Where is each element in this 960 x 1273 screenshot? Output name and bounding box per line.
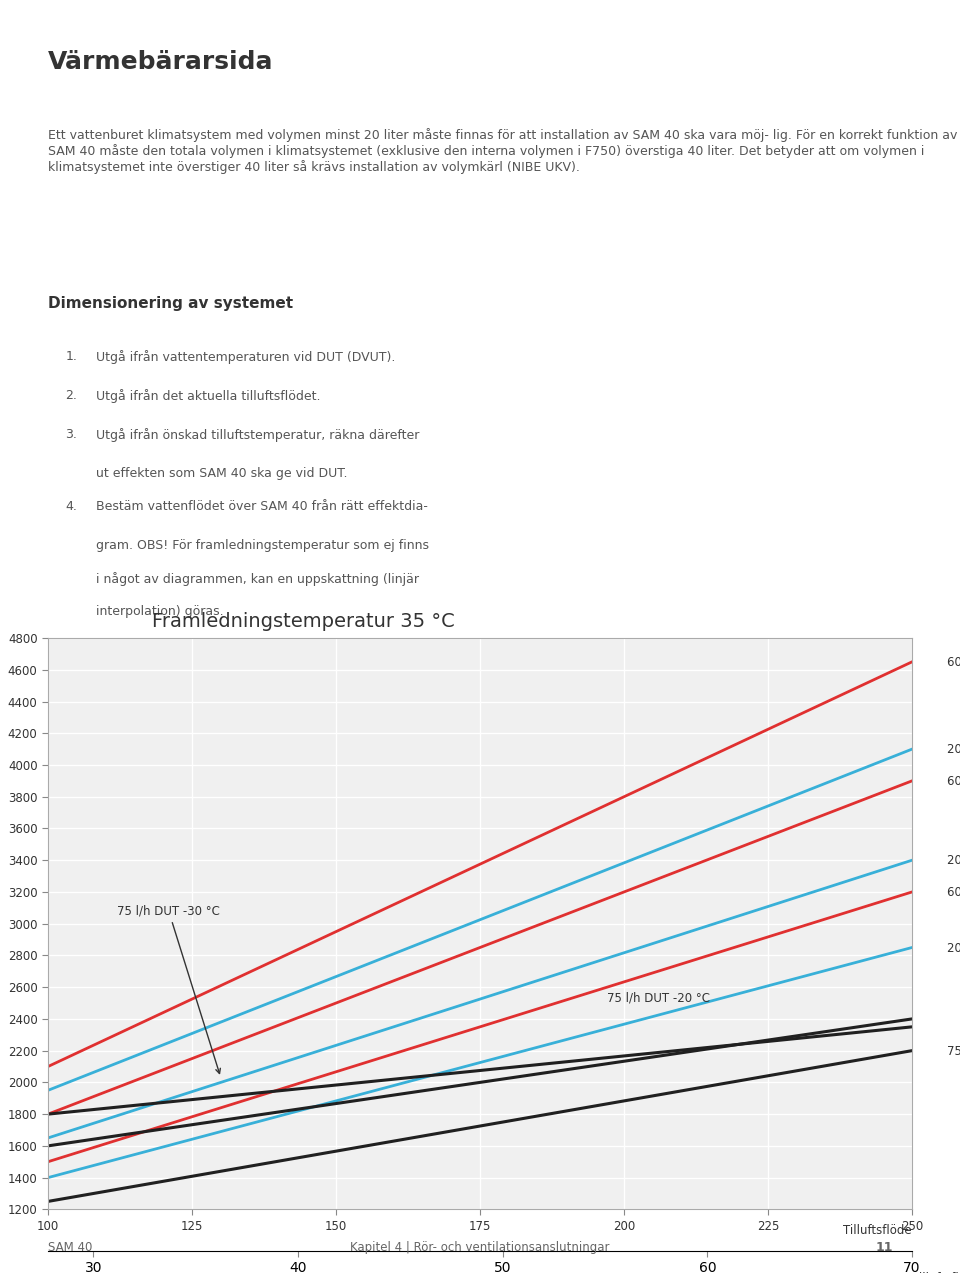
Text: Utgå ifrån vattentemperaturen vid DUT (DVUT).: Utgå ifrån vattentemperaturen vid DUT (D…: [96, 350, 395, 364]
Text: 200 l/h DUT -20 °C: 200 l/h DUT -20 °C: [947, 854, 960, 867]
Text: 75 l/h DUT -10 °C: 75 l/h DUT -10 °C: [947, 1044, 960, 1057]
Text: Värmebärarsida: Värmebärarsida: [48, 50, 274, 74]
Text: 75 l/h DUT -20 °C: 75 l/h DUT -20 °C: [607, 992, 709, 1004]
Text: Tilluftsflöde: Tilluftsflöde: [844, 1225, 912, 1237]
Text: är innanför det grå arbetsområdet.: är innanför det grå arbetsområdet.: [96, 782, 315, 796]
Text: 2.: 2.: [65, 390, 77, 402]
Text: stem 1.: stem 1.: [96, 710, 143, 723]
Text: Framledningstemperatur 35 °C: Framledningstemperatur 35 °C: [152, 612, 454, 631]
Text: 3.: 3.: [65, 428, 77, 442]
Text: 1.: 1.: [65, 350, 77, 363]
Text: 75 l/h DUT -30 °C: 75 l/h DUT -30 °C: [117, 904, 221, 1073]
Text: SAM 40: SAM 40: [48, 1241, 92, 1254]
Text: 600 l/h DUT -10 °C: 600 l/h DUT -10 °C: [947, 886, 960, 899]
Text: 6.: 6.: [65, 743, 77, 756]
Text: Effektöverföring till tilluften: Effektöverföring till tilluften: [48, 821, 291, 836]
Text: Kontrollera i tryckfallsdiagramet att arbetspunkten: Kontrollera i tryckfallsdiagramet att ar…: [96, 743, 414, 756]
Text: Ett vattenburet klimatsystem med volymen minst 20 liter måste finnas för att ins: Ett vattenburet klimatsystem med volymen…: [48, 129, 957, 174]
Text: 5.: 5.: [65, 638, 77, 651]
Text: 4.: 4.: [65, 500, 77, 513]
Text: 600 l/h DUT -30 °C: 600 l/h DUT -30 °C: [947, 656, 960, 668]
Text: ekterade flödet) i det vattenburna systemet, klimatsy-: ekterade flödet) i det vattenburna syste…: [96, 677, 437, 690]
Text: Dimensionering av systemet: Dimensionering av systemet: [48, 297, 293, 311]
Text: Bestäm vattenflödet över SAM 40 från rätt effektdia-: Bestäm vattenflödet över SAM 40 från rät…: [96, 500, 427, 513]
Text: Utgå ifrån önskad tilluftstemperatur, räkna därefter: Utgå ifrån önskad tilluftstemperatur, rä…: [96, 428, 419, 442]
Text: 200 l/h DUT -10 °C: 200 l/h DUT -10 °C: [947, 941, 960, 953]
Text: gram. OBS! För framledningstemperatur som ej finns: gram. OBS! För framledningstemperatur so…: [96, 538, 428, 552]
Text: Utgå ifrån det aktuella tilluftsflödet.: Utgå ifrån det aktuella tilluftsflödet.: [96, 390, 320, 404]
Text: 11: 11: [876, 1241, 893, 1254]
Text: Utgå ifrån det projekterade tryckfallet (vid det proj-: Utgå ifrån det projekterade tryckfallet …: [96, 638, 419, 652]
Text: 600 l/h DUT -20 °C: 600 l/h DUT -20 °C: [947, 774, 960, 788]
Text: ut effekten som SAM 40 ska ge vid DUT.: ut effekten som SAM 40 ska ge vid DUT.: [96, 467, 347, 480]
Text: 200 l/h DUT -30 °C: 200 l/h DUT -30 °C: [947, 742, 960, 756]
Text: interpolation) göras.: interpolation) göras.: [96, 605, 223, 619]
Text: i något av diagrammen, kan en uppskattning (linjär: i något av diagrammen, kan en uppskattni…: [96, 572, 419, 586]
Text: Kapitel 4 | Rör- och ventilationsanslutningar: Kapitel 4 | Rör- och ventilationsanslutn…: [350, 1241, 610, 1254]
